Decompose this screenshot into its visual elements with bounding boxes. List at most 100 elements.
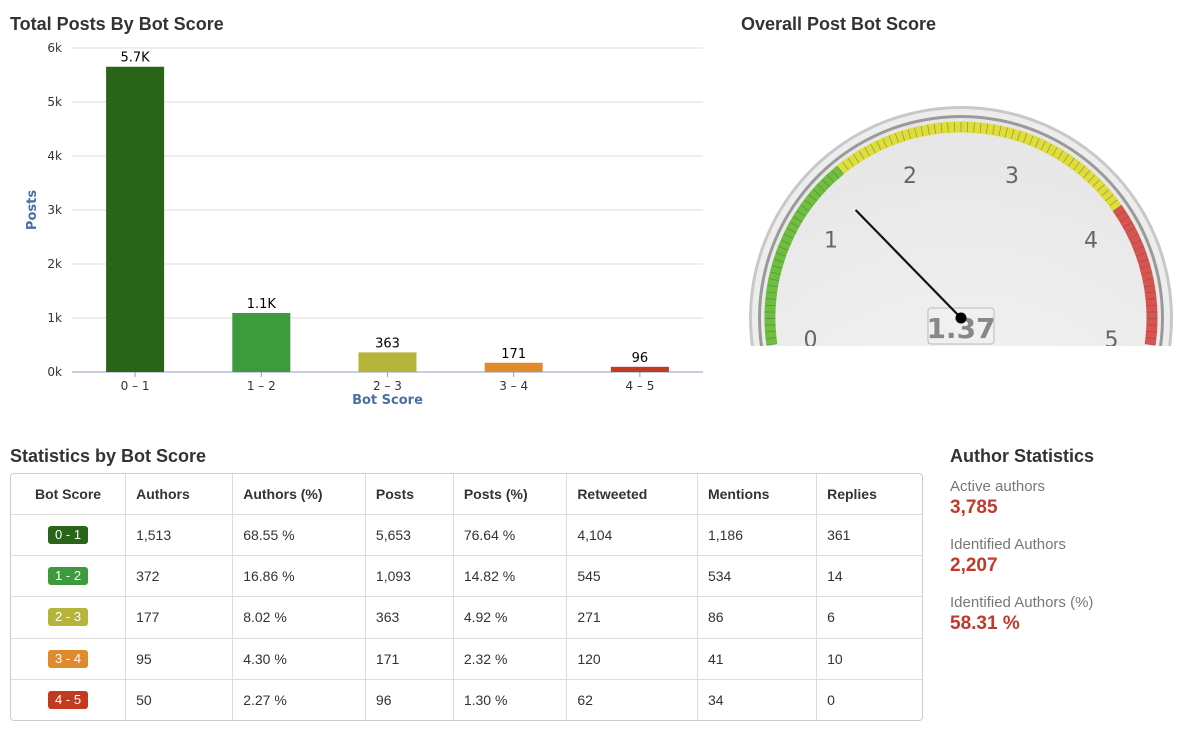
gauge-minor-tick bbox=[979, 122, 982, 134]
gauge-minor-tick bbox=[1017, 131, 1021, 141]
table-cell: 271 bbox=[566, 596, 698, 639]
bar bbox=[106, 66, 165, 372]
gauge-minor-tick bbox=[1126, 227, 1136, 234]
gauge-minor-tick bbox=[1029, 135, 1034, 146]
gauge-minor-tick bbox=[1112, 204, 1122, 212]
table-cell: 6 bbox=[816, 596, 922, 639]
table-cell: 4.30 % bbox=[232, 638, 366, 680]
author-stats-title: Author Statistics bbox=[950, 446, 1095, 466]
gauge-minor-tick bbox=[1004, 127, 1008, 138]
y-tick-label: 2k bbox=[47, 257, 62, 271]
table-row: 2 - 3 177 8.02 % 363 4.92 % 271 86 6 bbox=[11, 596, 922, 639]
gauge-minor-tick bbox=[772, 265, 782, 269]
gauge-minor-tick bbox=[766, 337, 777, 339]
gauge-minor-tick bbox=[920, 126, 924, 136]
gauge-base-mask bbox=[740, 346, 1190, 355]
column-header: Authors (%) bbox=[232, 474, 366, 515]
bar-data-label: 363 bbox=[375, 336, 400, 351]
gauge-minor-tick bbox=[882, 138, 888, 148]
author-stat-value: 58.31 % bbox=[950, 613, 1020, 634]
bot-score-cell: 1 - 2 bbox=[11, 555, 127, 598]
bot-score-cell: 3 - 4 bbox=[11, 638, 127, 680]
table-cell: 96 bbox=[365, 679, 454, 720]
bot-score-cell: 2 - 3 bbox=[11, 596, 127, 639]
gauge-minor-tick bbox=[836, 165, 844, 175]
y-tick-label: 6k bbox=[47, 41, 62, 55]
gauge-minor-tick bbox=[1141, 271, 1152, 275]
table-cell: 14 bbox=[816, 555, 922, 598]
column-header: Posts (%) bbox=[453, 474, 568, 515]
gauge-minor-tick bbox=[1105, 194, 1114, 202]
gauge-minor-tick bbox=[793, 216, 803, 222]
bot-score-badge: 2 - 3 bbox=[48, 608, 89, 627]
gauge-minor-tick bbox=[1010, 129, 1015, 140]
table-cell: 2.32 % bbox=[453, 638, 568, 680]
gauge-minor-tick bbox=[1040, 140, 1046, 151]
table-cell: 534 bbox=[697, 555, 818, 598]
table-cell: 0 bbox=[827, 691, 835, 708]
table-cell: 62 bbox=[566, 679, 698, 720]
table-cell: 41 bbox=[697, 638, 818, 680]
gauge-minor-tick bbox=[1143, 278, 1154, 281]
gauge-minor-tick bbox=[1131, 239, 1142, 245]
gauge-minor-tick bbox=[1096, 184, 1105, 192]
gauge-minor-tick bbox=[1146, 298, 1157, 300]
gauge-minor-tick bbox=[831, 170, 839, 179]
gauge-minor-tick bbox=[907, 129, 912, 140]
gauge-minor-tick bbox=[1046, 143, 1052, 154]
gauge-minor-tick bbox=[1101, 189, 1110, 197]
gauge-minor-tick bbox=[780, 239, 791, 245]
gauge-needle bbox=[855, 209, 963, 320]
table-cell: 4.92 % bbox=[453, 596, 568, 639]
bar-data-label: 171 bbox=[501, 347, 526, 362]
bar-data-label: 1.1K bbox=[247, 297, 277, 312]
bar bbox=[232, 312, 291, 372]
gauge-minor-tick bbox=[1128, 233, 1139, 239]
gauge-minor-tick bbox=[1136, 252, 1146, 257]
posts-by-bot-score-bar-chart: 0k 1k 2k 3k 4k 5k 6k 5.7K 0 – 1 1.1K 1 – 2 363 2 – 3… bbox=[25, 41, 703, 408]
gauge-minor-tick bbox=[914, 127, 918, 138]
gauge-minor-tick bbox=[768, 278, 779, 281]
gauge-minor-tick bbox=[808, 194, 817, 202]
author-stat-label: Active authors bbox=[950, 478, 1046, 495]
table-cell: 1,513 bbox=[125, 514, 234, 557]
bot-score-badge: 4 - 5 bbox=[48, 690, 89, 709]
gauge-minor-tick bbox=[826, 174, 835, 183]
gauge-minor-tick bbox=[1083, 170, 1091, 179]
gauge-minor-tick bbox=[1023, 133, 1028, 143]
gauge-needle-pivot bbox=[955, 312, 967, 324]
gauge-minor-tick bbox=[766, 291, 777, 294]
y-tick-label: 0k bbox=[47, 365, 62, 379]
table-cell: 34 bbox=[697, 679, 818, 720]
stats-table-title: Statistics by Bot Score bbox=[10, 446, 207, 466]
gauge-minor-tick bbox=[1146, 330, 1157, 333]
table-row: 3 - 4 95 4.30 % 171 2.32 % 120 41 10 bbox=[11, 638, 922, 680]
gauge-minor-tick bbox=[1087, 174, 1096, 183]
table-cell: 545 bbox=[566, 555, 698, 598]
gauge-minor-tick bbox=[1140, 265, 1150, 269]
column-header: Replies bbox=[816, 474, 922, 515]
gauge-minor-tick bbox=[933, 123, 936, 134]
gauge-minor-tick bbox=[1057, 150, 1064, 160]
author-stat-label: Identified Authors bbox=[950, 536, 1066, 553]
gauge-minor-tick bbox=[1078, 165, 1086, 175]
bot-score-badge: 3 - 4 bbox=[48, 649, 89, 668]
gauge-minor-tick bbox=[1123, 221, 1133, 228]
gauge-minor-tick bbox=[765, 330, 776, 333]
gauge-minor-tick bbox=[1119, 216, 1129, 222]
gauge-minor-tick bbox=[1116, 210, 1126, 217]
table-cell: 76.64 % bbox=[453, 514, 568, 557]
bar bbox=[484, 362, 543, 372]
table-cell: 372 bbox=[125, 555, 234, 598]
column-header: Posts bbox=[365, 474, 454, 515]
table-cell: 1.30 % bbox=[453, 679, 568, 720]
table-cell: 14.82 % bbox=[453, 555, 568, 598]
gauge-minor-tick bbox=[1138, 258, 1149, 263]
gauge-minor-tick bbox=[901, 131, 905, 141]
bar-data-label: 96 bbox=[632, 351, 649, 366]
x-tick-label: 3 – 4 bbox=[499, 379, 528, 393]
gauge-chart-title: Overall Post Bot Score bbox=[741, 14, 937, 34]
gauge-minor-tick bbox=[770, 271, 781, 275]
table-cell: 10 bbox=[816, 638, 922, 680]
gauge-minor-tick bbox=[853, 154, 860, 163]
